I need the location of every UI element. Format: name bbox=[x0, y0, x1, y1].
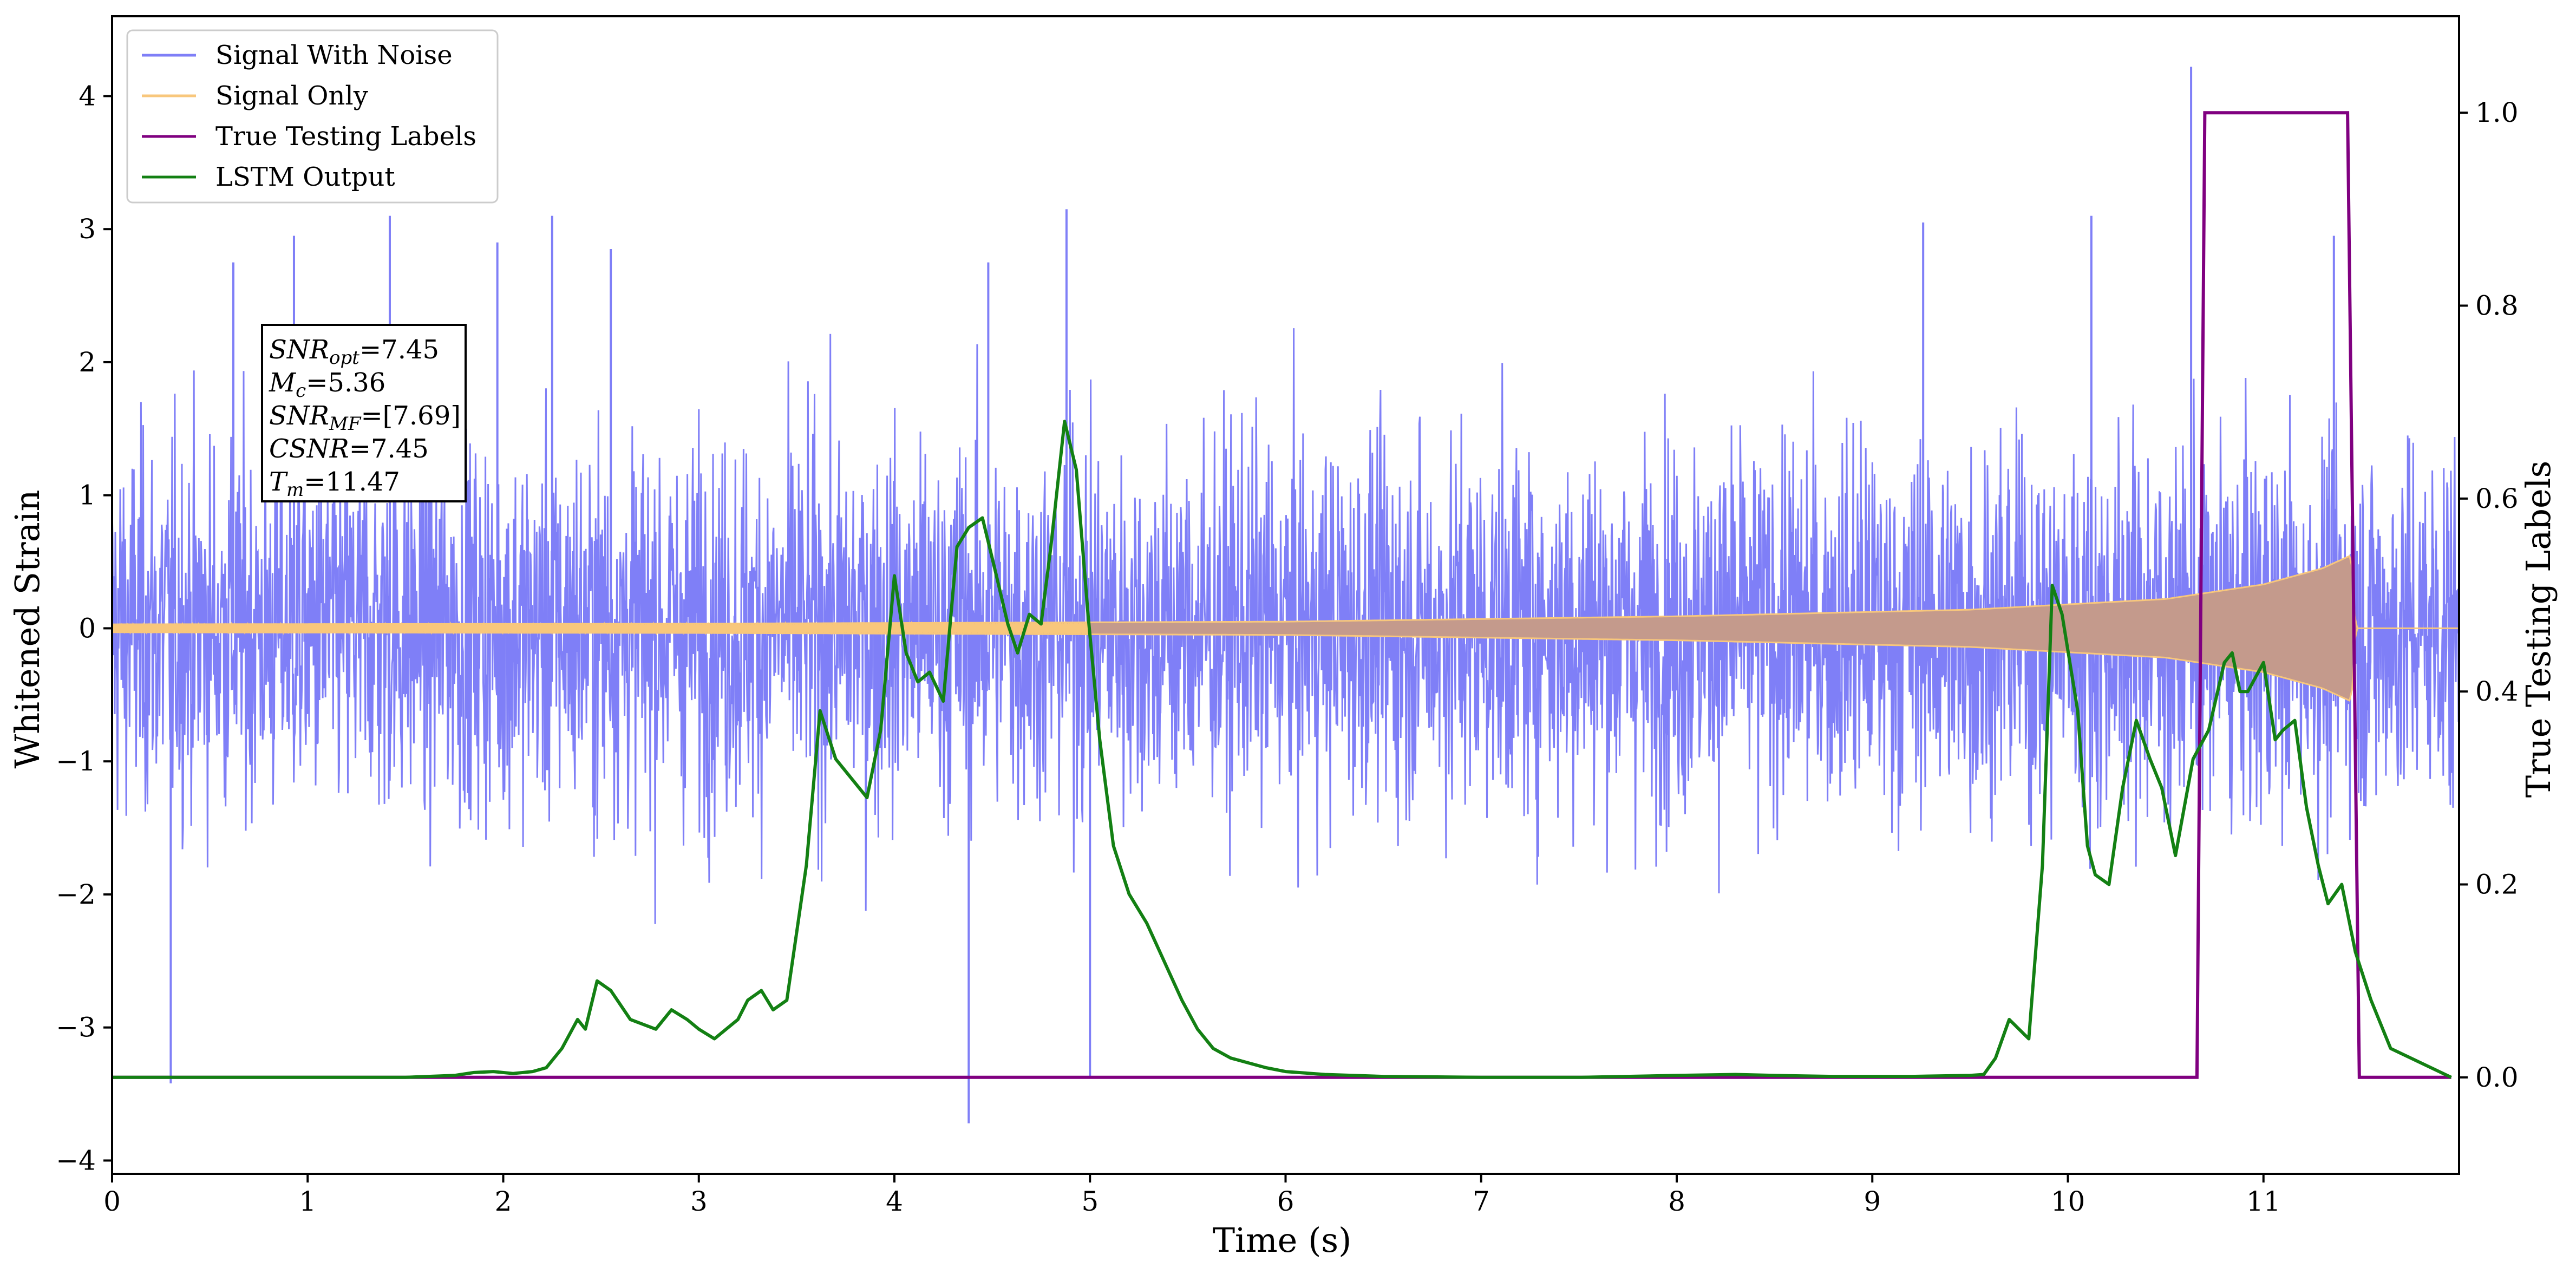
y2-axis-title: True Testing Labels bbox=[2519, 461, 2558, 798]
x-axis-title: Time (s) bbox=[1213, 1220, 1352, 1260]
y2-tick-label-1: 0.2 bbox=[2475, 869, 2519, 900]
series-lstm-line bbox=[112, 420, 2452, 1079]
legend-label-labels: True Testing Labels bbox=[215, 121, 476, 152]
annotation-tm: Tm=11.47 bbox=[269, 467, 400, 501]
y2-tick-label-3: 0.6 bbox=[2475, 483, 2519, 514]
annotation-box: SNRopt=7.45 Mc=5.36 SNRMF=[7.69] CSNR=7.… bbox=[261, 324, 467, 502]
y2-tick-label-5: 1.0 bbox=[2475, 97, 2519, 128]
annotation-snr-opt: SNRopt=7.45 bbox=[269, 335, 439, 369]
y-tick-label-0: −4 bbox=[56, 1145, 96, 1176]
legend-label-noise: Signal With Noise bbox=[215, 40, 453, 70]
y-tick-label-2: −2 bbox=[56, 879, 96, 910]
annotation-frame bbox=[261, 324, 467, 502]
legend: Signal With Noise Signal Only True Testi… bbox=[126, 29, 499, 204]
x-tick-label-5: 5 bbox=[1081, 1186, 1099, 1217]
legend-box bbox=[126, 29, 499, 204]
x-tick-label-2: 2 bbox=[495, 1186, 512, 1217]
y-tick-label-3: −1 bbox=[56, 746, 96, 777]
x-tick-label-1: 1 bbox=[299, 1186, 316, 1217]
y-tick-label-6: 2 bbox=[79, 347, 96, 378]
legend-label-signal: Signal Only bbox=[215, 81, 368, 111]
series-signal-band bbox=[111, 554, 2459, 702]
annotation-snr-mf: SNRMF=[7.69] bbox=[269, 401, 461, 435]
x-tick-label-10: 10 bbox=[2051, 1186, 2085, 1217]
legend-label-lstm: LSTM Output bbox=[215, 162, 395, 192]
x-tick-label-0: 0 bbox=[103, 1186, 121, 1217]
y-tick-label-5: 1 bbox=[79, 480, 96, 511]
y-axis-title: Whitened Strain bbox=[8, 490, 47, 769]
x-tick-label-3: 3 bbox=[690, 1186, 708, 1217]
y-tick-label-8: 4 bbox=[79, 80, 96, 112]
y-tick-label-1: −3 bbox=[56, 1012, 96, 1043]
x-tick-label-6: 6 bbox=[1277, 1186, 1294, 1217]
y2-tick-label-4: 0.8 bbox=[2475, 290, 2519, 322]
y2-tick-label-2: 0.4 bbox=[2475, 676, 2519, 707]
x-tick-label-4: 4 bbox=[886, 1186, 903, 1217]
y2-tick-label-0: 0.0 bbox=[2475, 1062, 2519, 1093]
y-tick-label-4: 0 bbox=[79, 612, 96, 644]
signal-layer bbox=[111, 554, 2459, 702]
series-signal-line bbox=[111, 620, 1091, 636]
x-tick-label-9: 9 bbox=[1864, 1186, 1881, 1217]
y-tick-label-7: 3 bbox=[79, 213, 96, 245]
lstm-layer bbox=[112, 420, 2452, 1079]
x-tick-label-7: 7 bbox=[1473, 1186, 1490, 1217]
x-tick-label-8: 8 bbox=[1668, 1186, 1685, 1217]
annotation-mc: Mc=5.36 bbox=[269, 368, 385, 402]
x-tick-label-11: 11 bbox=[2246, 1186, 2281, 1217]
annotation-csnr: CSNR=7.45 bbox=[269, 434, 429, 464]
axes-layer: 0 1 2 3 4 5 6 7 8 9 10 11 −4 −3 −2 −1 0 1 2 3 4 0.0 0.2 0.4 0.6 0… bbox=[56, 15, 2519, 1217]
noise-layer bbox=[111, 67, 2460, 1123]
